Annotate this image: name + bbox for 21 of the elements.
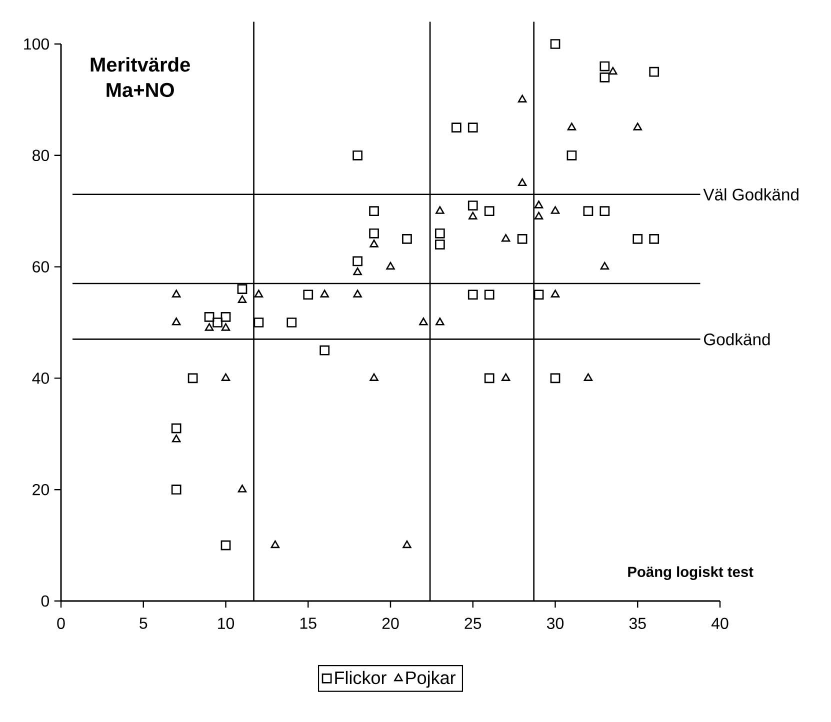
y-tick-label: 20 — [32, 484, 50, 496]
ref-line-label: Godkänd — [704, 333, 770, 346]
y-axis-title: Meritvärde Ma+NO — [90, 57, 190, 98]
x-tick-label: 5 — [140, 618, 148, 629]
y-tick-label: 0 — [41, 595, 50, 607]
x-tick-label: 30 — [546, 618, 564, 630]
x-tick-label: 35 — [629, 618, 646, 630]
y-tick-label: 40 — [32, 372, 50, 384]
x-axis-title: Poäng logiskt test — [628, 566, 754, 580]
y-tick-label: 60 — [32, 261, 50, 272]
x-tick-label: 15 — [300, 618, 316, 629]
legend-label: Pojkar — [406, 670, 456, 688]
y-tick-label: 80 — [32, 150, 50, 162]
x-tick-label: 0 — [57, 618, 65, 630]
x-tick-label: 25 — [464, 618, 482, 630]
legend-label: Flickor — [335, 670, 386, 684]
x-tick-label: 40 — [711, 618, 728, 630]
ref-line-label: Väl Godkänd — [703, 188, 798, 201]
y-tick-label: 100 — [24, 38, 49, 50]
x-tick-label: 20 — [382, 618, 399, 630]
x-tick-label: 10 — [218, 618, 234, 630]
